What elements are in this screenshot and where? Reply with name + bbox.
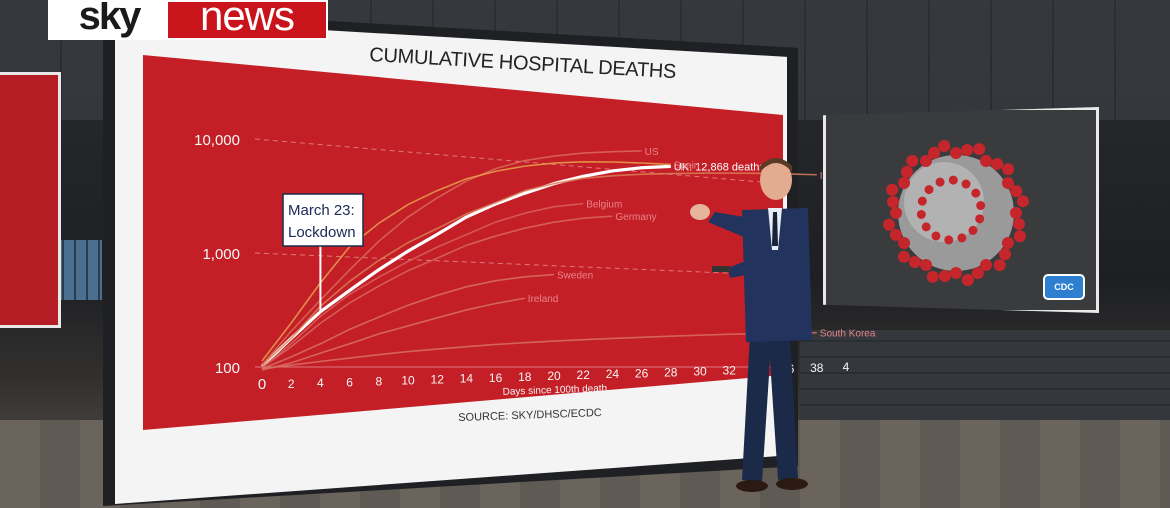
series-line: [261, 150, 642, 366]
x-tick-label: 8: [375, 374, 382, 388]
gridline-2: [254, 138, 781, 185]
series-line: [261, 273, 555, 370]
studio-side-wall: [800, 330, 1170, 420]
x-tick-label: 32: [723, 364, 737, 378]
y-tick-label: 10,000: [194, 132, 240, 149]
series-line: [261, 331, 817, 370]
series-label: US: [645, 147, 659, 158]
x-tick-label: 2: [288, 377, 295, 391]
chart-gridlines: [254, 138, 781, 368]
logo-news-text: news: [168, 2, 326, 38]
series-label: South Korea: [820, 329, 876, 340]
series-line: [261, 215, 613, 369]
x-tick-label: 16: [489, 371, 503, 385]
series-label: Spain: [674, 160, 700, 171]
x-tick-label: 30: [693, 365, 707, 379]
x-tick-label: 18: [518, 370, 532, 384]
series-label: Sweden: [557, 271, 593, 282]
series-line: [261, 202, 584, 369]
x-tick-label: 26: [635, 366, 649, 380]
x-tick-label: 0: [258, 376, 266, 393]
x-tick-label: 24: [606, 367, 620, 381]
sky-news-logo: sky news: [48, 0, 328, 40]
chart-series: [260, 150, 817, 371]
chart-annotation: March 23: Lockdown: [282, 193, 364, 312]
x-axis-label: Days since 100th death: [502, 383, 607, 398]
series-line: [261, 161, 671, 362]
series-line: [261, 172, 817, 366]
x-tick-label: 38: [810, 361, 824, 375]
series-label: Ireland: [528, 294, 559, 305]
annotation-line-2: Lockdown: [288, 224, 356, 241]
x-tick-label: 12: [431, 373, 445, 387]
series-label: UK: 12,868 deaths: [674, 161, 766, 173]
x-tick-label: 4: [317, 376, 324, 390]
series-label: Belgium: [586, 200, 622, 211]
y-tick-label: 1,000: [202, 246, 240, 263]
x-tick-label: 10: [401, 374, 415, 388]
x-tick-label: 28: [664, 365, 678, 379]
logo-sky-text: sky: [50, 2, 168, 38]
x-tick-label: 20: [547, 369, 561, 383]
x-tick-label: 14: [460, 372, 474, 386]
presenter-figure: [690, 158, 812, 492]
left-red-monitor: [0, 72, 61, 328]
annotation-line-1: March 23:: [288, 202, 355, 219]
coronavirus-icon: [883, 140, 1029, 286]
x-tick-label: 22: [577, 368, 591, 382]
series-line: [261, 297, 525, 371]
gridline-1: [254, 252, 781, 276]
series-label: Germany: [615, 212, 656, 223]
annotation-box: [282, 193, 364, 247]
series-line: [260, 164, 671, 368]
x-tick-label: 6: [346, 375, 353, 389]
x-tick-label: 4: [843, 360, 850, 374]
cdc-logo-icon: CDC: [1043, 274, 1085, 300]
y-tick-label: 100: [215, 360, 240, 377]
